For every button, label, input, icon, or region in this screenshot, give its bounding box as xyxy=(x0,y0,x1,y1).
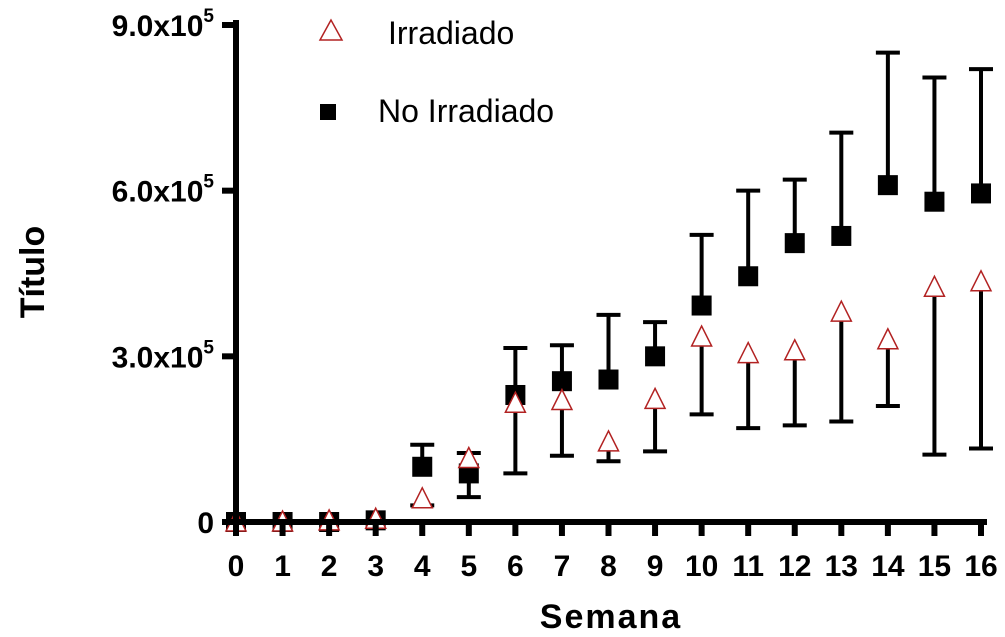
marker-no-irradiado xyxy=(691,295,712,316)
marker-no-irradiado xyxy=(645,346,666,367)
marker-no-irradiado xyxy=(877,175,898,196)
legend-marker-no-irradiado xyxy=(320,104,336,120)
y-tick-mantissa: 0 xyxy=(197,507,214,540)
marker-no-irradiado xyxy=(924,191,945,212)
marker-irradiado xyxy=(550,387,574,411)
marker-no-irradiado xyxy=(551,371,572,392)
y-tick-mantissa: 6.0x10 xyxy=(112,176,204,209)
y-tick-exponent: 5 xyxy=(203,337,214,358)
x-tick-label: 3 xyxy=(367,550,384,583)
marker-irradiado xyxy=(597,429,620,452)
legend-label-no-irradiado: No Irradiado xyxy=(378,93,554,129)
x-tick-labels: 0 1 2 3 4 5 6 7 8 9 10 11 12 13 14 15 16 xyxy=(228,522,998,583)
marker-irradiado xyxy=(969,269,993,292)
marker-irradiado xyxy=(830,299,853,322)
marker-irradiado xyxy=(923,274,946,298)
marker-no-irradiado xyxy=(458,463,479,484)
legend-marker-irradiado xyxy=(318,18,344,41)
y-tick-label: 0 xyxy=(197,507,214,540)
x-tick-label: 14 xyxy=(871,550,905,583)
x-tick-label: 9 xyxy=(647,550,664,583)
x-tick-label: 12 xyxy=(778,550,811,583)
marker-no-irradiado xyxy=(971,183,991,204)
marker-no-irradiado xyxy=(412,456,433,477)
marker-irradiado xyxy=(690,324,713,347)
x-tick-label: 16 xyxy=(964,550,997,583)
marker-irradiado xyxy=(876,327,900,350)
marker-no-irradiado xyxy=(738,266,759,287)
x-tick-label: 7 xyxy=(554,550,571,583)
marker-irradiado xyxy=(783,338,806,361)
x-tick-label: 5 xyxy=(460,550,477,583)
y-tick-exponent: 5 xyxy=(203,172,214,193)
legend-label-irradiado: Irradiado xyxy=(388,15,514,51)
x-tick-label: 4 xyxy=(414,550,431,583)
y-tick-label: 6.0x105 xyxy=(112,172,215,209)
y-tick-label: 3.0x105 xyxy=(112,337,215,374)
y-tick-mantissa: 3.0x10 xyxy=(112,341,204,374)
x-tick-label: 1 xyxy=(274,550,291,583)
x-tick-label: 13 xyxy=(825,550,858,583)
legend: Irradiado No Irradiado xyxy=(318,15,554,129)
y-tick-mantissa: 9.0x10 xyxy=(112,10,204,43)
marker-irradiado xyxy=(457,445,481,469)
y-tick-exponent: 5 xyxy=(203,6,214,27)
x-tick-label: 10 xyxy=(685,550,718,583)
x-tick-label: 8 xyxy=(600,550,617,583)
marker-no-irradiado xyxy=(831,225,852,246)
x-axis-label: Semana xyxy=(540,598,682,636)
x-tick-label: 11 xyxy=(732,550,764,583)
x-tick-label: 6 xyxy=(507,550,524,583)
y-axis-label: Título xyxy=(14,226,52,319)
marker-irradiado xyxy=(504,390,527,414)
marker-no-irradiado xyxy=(784,233,805,254)
marker-irradiado xyxy=(736,340,760,364)
y-tick-label: 9.0x105 xyxy=(112,6,215,43)
x-tick-label: 0 xyxy=(228,550,245,583)
error-bars xyxy=(410,50,993,508)
marker-no-irradiado xyxy=(598,369,619,390)
marker-irradiado xyxy=(643,386,667,410)
marker-irradiado xyxy=(411,486,434,509)
x-tick-label: 2 xyxy=(321,550,338,583)
x-tick-label: 15 xyxy=(918,550,951,583)
